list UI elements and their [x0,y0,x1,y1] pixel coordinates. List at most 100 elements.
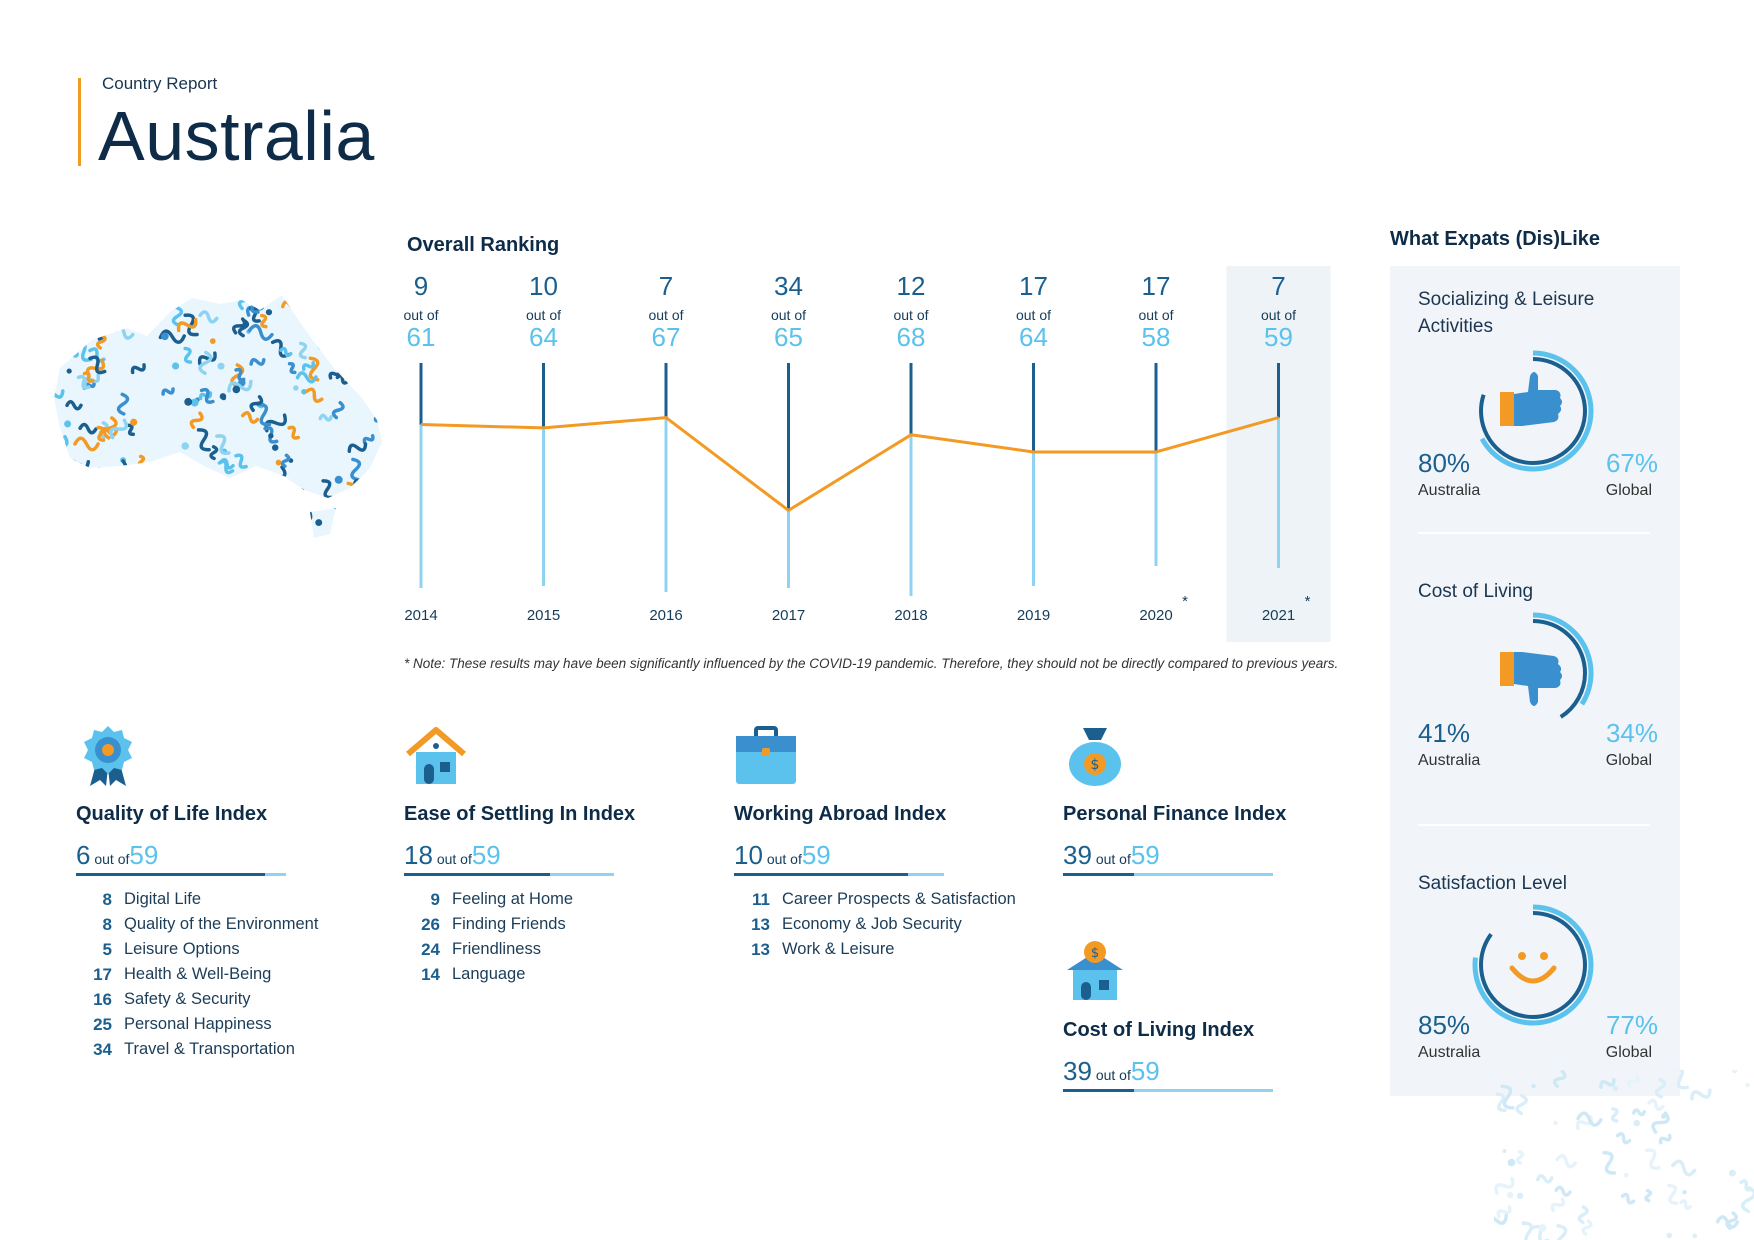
x-tick-label: 2017 [772,607,805,624]
rank-value: 12 [897,271,926,301]
index-total: 59 [129,840,159,870]
out-of-label: out of [526,307,561,323]
index-rank-bar [404,873,614,876]
index-total: 59 [1130,1056,1160,1086]
global-percent: 34% [1605,718,1658,748]
sub-rank-label: Quality of the Environment [124,915,319,933]
sub-rank-label: Economy & Job Security [782,915,962,933]
australia-percent: 85% [1418,1010,1471,1040]
out-of-label: out of [94,851,130,867]
x-tick-label: 2014 [404,607,437,624]
sub-rank-list: 11 Career Prospects & Satisfaction 13 Econo… [734,890,1054,965]
index-title: Personal Finance Index [1063,803,1287,825]
global-label: Global [1605,482,1652,499]
rank-value: 9 [414,271,428,301]
like-donut-cost-of-living [1472,612,1594,734]
index-rank: 6 [76,840,91,870]
index-score: 10 out of59 [734,840,1054,871]
sub-rank-label: Travel & Transportation [124,1040,295,1058]
index-total: 59 [471,840,501,870]
sub-rank-value: 16 [93,990,112,1009]
sub-rank-list: 9 Feeling at Home 26 Finding Friends 24 Frien… [404,890,724,990]
rank-value: 7 [1271,271,1285,301]
index-title: Quality of Life Index [76,803,268,825]
rank-total: 68 [897,322,926,352]
sub-rank-value: 8 [102,915,112,934]
index-rank-bar [76,873,286,876]
sub-rank-value: 5 [102,940,112,959]
thumbs-down-icon [1500,652,1562,706]
smiley-icon [1509,952,1557,984]
briefcase-icon [736,726,796,784]
x-tick-label: 2019 [1017,607,1050,624]
index-title: Cost of Living Index [1063,1019,1255,1041]
index-total: 59 [1130,840,1160,870]
out-of-label: out of [1095,1067,1131,1083]
australia-label: Australia [1418,482,1481,499]
global-percent: 67% [1605,448,1658,478]
sub-rank-item: 8 Digital Life [76,890,396,915]
sub-rank-value: 14 [421,965,440,984]
sub-rank-label: Safety & Security [124,990,251,1008]
sub-rank-label: Friendliness [452,940,541,958]
australia-percent: 41% [1418,718,1471,748]
index-rank: 39 [1063,1056,1092,1086]
thumbs-up-icon [1500,372,1562,426]
global-label: Global [1605,1044,1652,1061]
index-card-quality-of-life: Quality of Life Index 6 out of59 8 Digita… [76,724,396,1065]
rank-total: 67 [652,322,681,352]
out-of-label: out of [1261,307,1296,323]
sub-rank-value: 17 [93,965,112,984]
sub-rank-value: 25 [93,1015,112,1034]
out-of-label: out of [893,307,928,323]
like-donut-socializing [1472,350,1594,472]
like-block-cost-of-living: Cost of Living 41% 34% Australia Global [1418,578,1658,838]
decorative-pattern [1494,1070,1754,1240]
sub-rank-item: 11 Career Prospects & Satisfaction [734,890,1054,915]
out-of-label: out of [766,851,802,867]
sub-rank-item: 26 Finding Friends [404,915,724,940]
out-of-label: out of [1016,307,1051,323]
australia-label: Australia [1418,1044,1481,1061]
x-tick-label: 2018 [894,607,927,624]
like-block-satisfaction: Satisfaction Level 85% 77% Australia Glo… [1418,870,1658,1090]
rank-value: 17 [1019,271,1048,301]
sub-rank-value: 34 [93,1040,112,1059]
likes-heading: What Expats (Dis)Like [1390,228,1601,250]
sub-rank-item: 14 Language [404,965,724,990]
sub-rank-value: 9 [430,890,440,909]
x-tick-marker: * [1182,593,1188,610]
index-rank: 18 [404,840,433,870]
sub-rank-value: 13 [751,940,770,959]
index-score: 6 out of59 [76,840,396,871]
x-tick-label: 2021 [1262,607,1295,624]
page-title: Australia [98,97,375,175]
like-donut-satisfaction [1472,904,1594,1026]
likes-panel: Socializing & Leisure Activities 80% 67%… [1390,266,1680,1096]
out-of-label: out of [1138,307,1173,323]
like-label: Satisfaction Level [1418,873,1567,894]
australia-percent: 80% [1418,448,1471,478]
sub-rank-list: 8 Digital Life 8 Quality of the Environment… [76,890,396,1065]
australia-label: Australia [1418,752,1481,769]
sub-rank-item: 9 Feeling at Home [404,890,724,915]
sub-rank-item: 16 Safety & Security [76,990,396,1015]
rank-total: 65 [774,322,803,352]
sub-rank-value: 26 [421,915,440,934]
like-block-socializing: Socializing & Leisure Activities 80% 67%… [1418,286,1658,546]
ribbon-award-icon [84,726,132,786]
sub-rank-item: 8 Quality of the Environment [76,915,396,940]
sub-rank-item: 34 Travel & Transportation [76,1040,396,1065]
index-rank-bar [1063,1089,1273,1092]
covid-note: * Note: These results may have been sign… [404,656,1339,671]
index-score: 18 out of59 [404,840,724,871]
report-kicker: Country Report [102,74,218,93]
rank-total: 61 [407,322,436,352]
sub-rank-label: Digital Life [124,890,202,908]
divider [1418,824,1650,826]
out-of-label: out of [403,307,438,323]
sub-rank-label: Work & Leisure [782,940,895,958]
sub-rank-label: Feeling at Home [452,890,574,908]
rank-value: 10 [529,271,558,301]
